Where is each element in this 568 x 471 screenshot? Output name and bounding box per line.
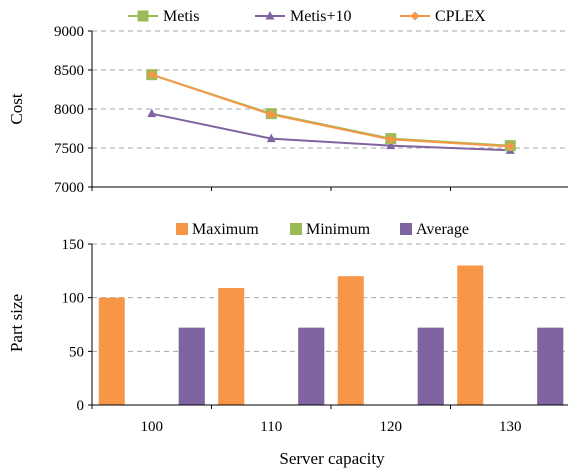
cost-data-point xyxy=(266,109,276,119)
bar-maximum-120 xyxy=(337,276,364,405)
part-size-y-tick-label: 50 xyxy=(69,344,84,360)
legend-label: Metis+10 xyxy=(290,8,351,25)
legend-item-metis: Metis xyxy=(128,8,199,25)
cost-series-metis-10 xyxy=(147,108,515,154)
bar-maximum-100 xyxy=(98,297,125,405)
legend-marker xyxy=(137,10,149,22)
server-capacity-x-axis-label: Server capacity xyxy=(279,449,385,468)
bar-maximum-130 xyxy=(457,265,484,405)
part-size-chart-legend: Maximum Minimum Average xyxy=(176,221,469,238)
server-capacity-tick-label: 100 xyxy=(141,419,164,435)
cost-data-point xyxy=(386,134,396,144)
legend-item-cplex: CPLEX xyxy=(400,8,486,25)
legend-marker xyxy=(410,11,420,21)
cost-y-tick-label: 7500 xyxy=(54,141,84,157)
part-size-bar-chart: Maximum Minimum Average 0 50 100 150 100 110 12… xyxy=(7,221,568,468)
bar-average-130 xyxy=(537,327,564,405)
cost-chart-axes xyxy=(88,30,568,191)
part-size-chart-x-ticks: 100 110 120 130 xyxy=(141,419,522,435)
cost-y-tick-label: 8000 xyxy=(54,102,84,118)
cost-series-line xyxy=(151,73,511,148)
cost-y-tick-label: 8500 xyxy=(54,63,84,79)
cost-data-point xyxy=(147,70,157,80)
bar-maximum-110 xyxy=(218,288,245,405)
cost-data-point xyxy=(386,140,396,150)
legend-swatch xyxy=(290,223,302,235)
cost-chart-y-ticks: 7000 7500 8000 8500 9000 xyxy=(54,24,84,196)
legend-swatch xyxy=(176,223,188,235)
cost-y-tick-label: 9000 xyxy=(54,24,84,40)
bar-average-120 xyxy=(417,327,444,405)
legend-item-minimum: Minimum xyxy=(290,221,371,238)
part-size-y-axis-label: Part size xyxy=(7,294,26,352)
part-size-chart-gridlines xyxy=(92,243,568,352)
legend-item-metis-10: Metis+10 xyxy=(255,8,351,25)
cost-series-metis xyxy=(146,69,516,152)
legend-label: Metis xyxy=(163,8,199,25)
legend-item-average: Average xyxy=(400,221,469,238)
bar-average-100 xyxy=(178,327,205,405)
cost-series-cplex xyxy=(147,70,515,151)
cost-y-axis-label: Cost xyxy=(7,93,26,124)
legend-label: Average xyxy=(416,221,469,238)
bar-average-110 xyxy=(298,327,325,405)
server-capacity-tick-label: 110 xyxy=(260,419,282,435)
cost-chart-gridlines xyxy=(92,30,568,149)
legend-marker xyxy=(265,11,275,20)
cost-data-point xyxy=(266,133,276,143)
cost-y-tick-label: 7000 xyxy=(54,180,84,196)
part-size-y-tick-label: 150 xyxy=(62,237,85,253)
part-size-chart-axes xyxy=(88,243,568,409)
cost-data-point xyxy=(147,108,157,118)
server-capacity-tick-label: 120 xyxy=(380,419,403,435)
cost-series-line xyxy=(151,112,511,152)
cost-chart-legend: Metis Metis+10 CPLEX xyxy=(128,8,486,25)
part-size-chart-y-ticks: 0 50 100 150 xyxy=(62,237,85,414)
legend-item-maximum: Maximum xyxy=(176,221,259,238)
legend-swatch xyxy=(400,223,412,235)
part-size-y-tick-label: 100 xyxy=(62,291,85,307)
cost-series-line xyxy=(151,73,511,147)
cost-line-chart: Metis Metis+10 CPLEX 70007500800085009000 … xyxy=(7,8,568,196)
legend-label: Maximum xyxy=(192,221,259,238)
cost-data-point xyxy=(505,141,515,151)
legend-label: Minimum xyxy=(306,221,371,238)
server-capacity-tick-label: 130 xyxy=(499,419,522,435)
cost-chart-series xyxy=(146,69,516,154)
legend-label: CPLEX xyxy=(435,8,486,25)
part-size-y-tick-label: 0 xyxy=(77,398,85,414)
part-size-chart-bars xyxy=(98,265,564,405)
